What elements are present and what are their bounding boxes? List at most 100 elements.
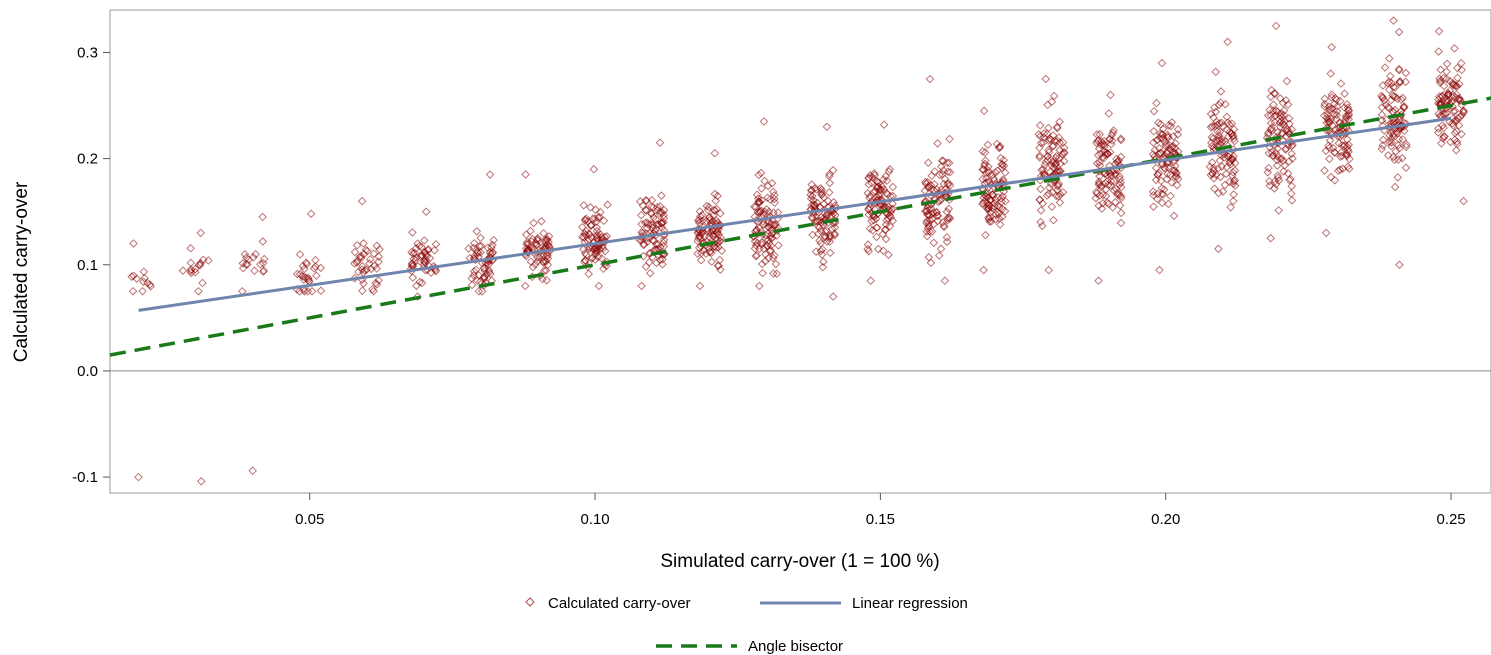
data-point — [1035, 151, 1045, 161]
data-point — [937, 162, 946, 171]
data-point — [930, 167, 940, 176]
data-point — [1041, 157, 1051, 167]
data-point — [1221, 169, 1231, 179]
data-point — [643, 218, 652, 228]
data-point — [580, 248, 590, 258]
data-point — [944, 158, 954, 168]
data-point — [132, 274, 142, 284]
data-point — [350, 259, 359, 268]
data-point — [874, 178, 883, 188]
data-point — [417, 250, 426, 260]
data-point — [1273, 144, 1282, 153]
data-point — [1395, 77, 1405, 86]
data-point — [408, 249, 418, 258]
data-point — [819, 257, 828, 267]
data-point — [1458, 106, 1468, 116]
data-point — [647, 209, 656, 219]
data-point — [1385, 122, 1395, 131]
data-point — [528, 262, 538, 272]
data-point — [1342, 128, 1351, 137]
data-point — [1378, 141, 1388, 150]
data-point — [1216, 172, 1225, 182]
data-point — [543, 235, 552, 244]
data-point — [772, 231, 782, 240]
data-point — [945, 214, 955, 223]
data-point — [594, 281, 604, 291]
data-point — [978, 174, 987, 184]
data-point — [138, 287, 147, 296]
data-point — [414, 241, 424, 251]
data-point — [407, 260, 417, 269]
data-point — [1216, 98, 1225, 107]
data-point — [295, 250, 305, 259]
data-point — [1442, 74, 1451, 84]
data-point — [586, 203, 595, 212]
data-point — [1059, 147, 1069, 157]
data-point — [1149, 202, 1158, 211]
data-point — [297, 271, 307, 281]
data-point — [485, 170, 495, 179]
data-point — [879, 120, 889, 129]
data-point — [1163, 130, 1172, 140]
data-point — [1401, 163, 1411, 173]
data-point — [1173, 130, 1183, 139]
data-point — [371, 278, 380, 288]
data-point — [1434, 109, 1444, 118]
data-point — [258, 267, 268, 276]
data-point — [822, 122, 832, 132]
data-point — [939, 221, 949, 231]
data-point — [1327, 93, 1336, 102]
data-point — [472, 227, 482, 236]
data-point — [1048, 141, 1057, 151]
data-point — [1211, 67, 1221, 77]
data-point — [487, 243, 496, 252]
data-point — [1335, 165, 1345, 174]
data-point — [945, 134, 954, 144]
data-point — [772, 269, 782, 279]
data-point — [1452, 81, 1462, 91]
data-point — [758, 268, 767, 278]
data-point — [1215, 127, 1225, 137]
data-point — [1394, 27, 1404, 37]
data-point — [882, 216, 891, 225]
data-point — [368, 284, 377, 294]
data-point — [198, 255, 208, 265]
data-point — [769, 194, 779, 204]
data-point — [980, 159, 990, 169]
data-point — [1395, 260, 1404, 270]
data-point — [1049, 158, 1058, 168]
data-point — [1216, 87, 1226, 96]
y-axis-ticks: -0.1 0.0 0.1 0.2 0.3 — [72, 44, 110, 486]
data-point — [1340, 89, 1349, 98]
data-point — [1107, 136, 1117, 145]
data-point — [942, 233, 952, 242]
data-point — [980, 148, 990, 157]
data-point — [991, 209, 1001, 219]
data-point — [865, 224, 875, 233]
x-axis-ticks: 0.05 0.10 0.15 0.20 0.25 — [295, 493, 1466, 528]
data-point — [882, 176, 892, 185]
y-tick-label: 0.3 — [77, 44, 98, 61]
data-point — [830, 229, 839, 239]
data-point — [1116, 208, 1126, 218]
data-point — [1173, 174, 1183, 184]
data-point — [357, 196, 367, 206]
data-point — [479, 263, 489, 273]
data-point — [1109, 126, 1118, 135]
data-point — [1324, 117, 1333, 127]
data-point — [1114, 155, 1124, 165]
data-point — [1394, 65, 1404, 75]
data-point — [1341, 111, 1351, 121]
data-point — [863, 244, 872, 254]
data-point — [1042, 191, 1052, 200]
data-point — [767, 178, 777, 188]
data-point — [362, 265, 371, 275]
regression-line — [138, 116, 1452, 312]
data-point — [979, 106, 989, 116]
data-point — [1324, 106, 1334, 115]
data-point — [1271, 21, 1281, 31]
data-point — [709, 210, 718, 220]
data-point — [824, 188, 834, 197]
data-point — [1049, 215, 1058, 225]
data-point — [592, 223, 602, 232]
